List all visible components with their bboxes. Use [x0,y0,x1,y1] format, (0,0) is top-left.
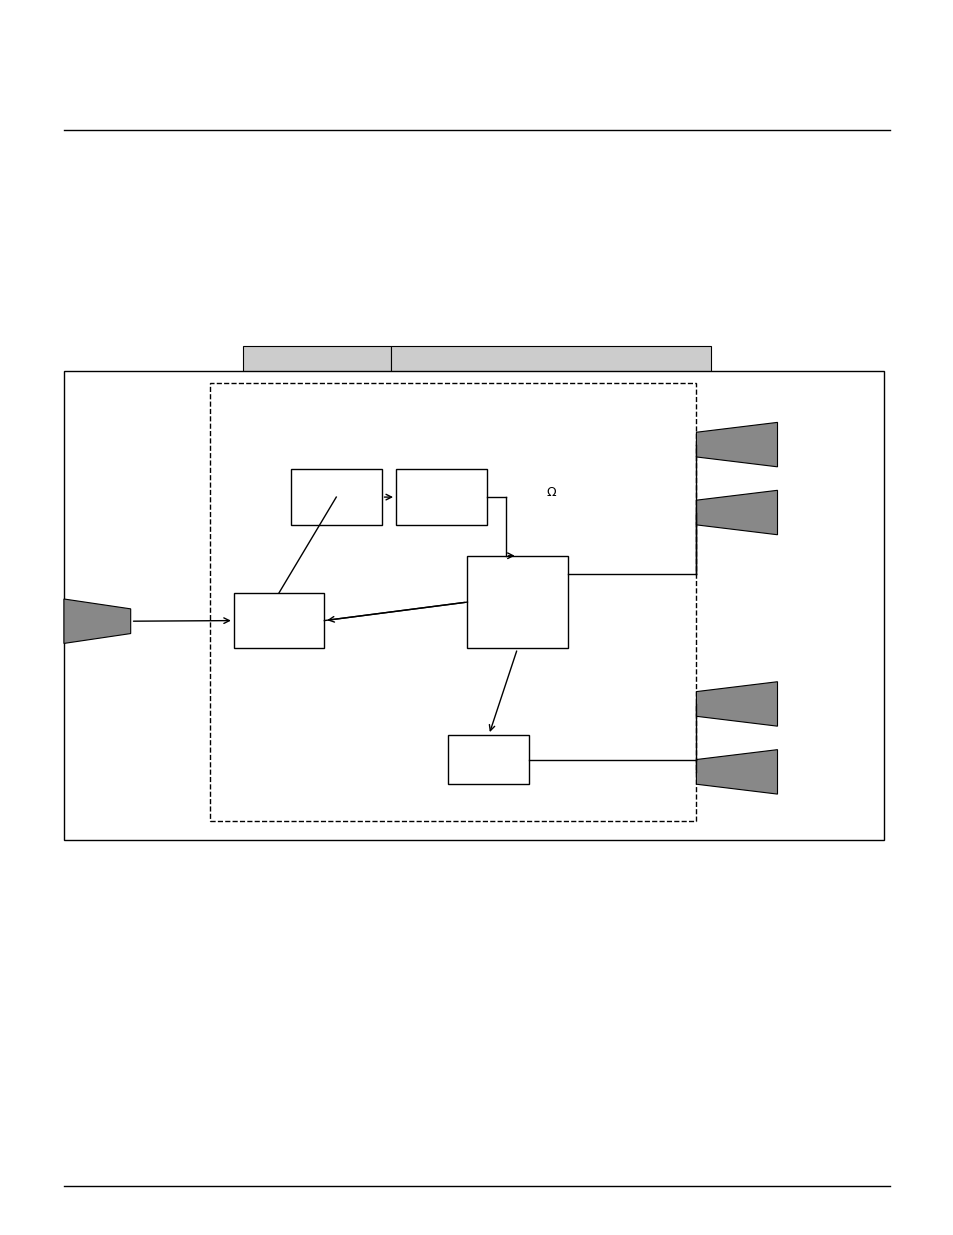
Polygon shape [696,750,777,794]
Polygon shape [696,422,777,467]
Bar [243,403,391,450]
Bar [391,374,710,403]
Bar [391,403,710,450]
Bar [243,478,391,506]
Bar [243,346,391,374]
Bar [243,506,391,535]
Bar [448,735,529,784]
Bar [391,506,710,535]
Bar [243,374,391,403]
Polygon shape [696,682,777,726]
Bar [210,383,696,821]
Bar [291,469,381,525]
Bar [64,370,883,840]
Bar [391,478,710,506]
Polygon shape [64,599,131,643]
Bar [233,593,324,648]
Bar [391,346,710,374]
Polygon shape [696,490,777,535]
Bar [243,450,391,478]
Bar [395,469,486,525]
Bar [467,556,567,648]
Text: Ω: Ω [545,485,556,499]
Bar [391,450,710,478]
